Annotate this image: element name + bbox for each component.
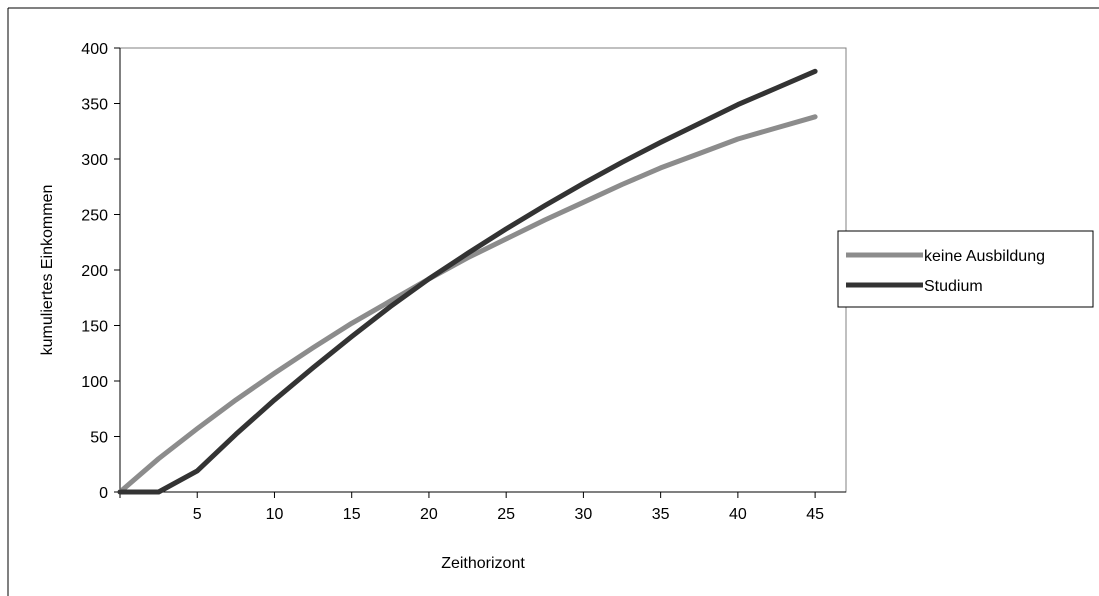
y-tick-label: 150 (81, 319, 108, 336)
x-tick-label: 5 (193, 506, 202, 523)
y-tick-label: 100 (81, 374, 108, 391)
x-axis-title: Zeithorizont (441, 555, 525, 572)
y-tick-label: 250 (81, 208, 108, 225)
x-axis: 5 10 15 20 25 30 35 40 45 (119, 491, 846, 523)
plot-area (119, 47, 847, 493)
x-tick-label: 40 (729, 506, 747, 523)
legend: keine Ausbildung Studium (837, 230, 1094, 308)
legend-label-studium: Studium (924, 278, 983, 295)
y-axis: 0 50 100 150 200 250 300 350 400 (81, 41, 121, 502)
series-line-studium (117, 68, 818, 495)
y-tick-label: 50 (90, 430, 108, 447)
y-tick-label: 350 (81, 97, 108, 114)
y-tick-label: 200 (81, 263, 108, 280)
legend-label-keine-ausbildung: keine Ausbildung (924, 248, 1045, 265)
x-tick-label: 10 (266, 506, 284, 523)
x-tick-label: 15 (343, 506, 361, 523)
legend-box (837, 230, 1094, 308)
series-line-keine-ausbildung (117, 114, 818, 495)
y-axis-title: kumuliertes Einkommen (39, 185, 56, 356)
x-tick-label: 25 (497, 506, 515, 523)
y-tick-label: 300 (81, 152, 108, 169)
y-tick-label: 400 (81, 41, 108, 58)
x-tick-label: 45 (806, 506, 824, 523)
x-tick-label: 20 (420, 506, 438, 523)
y-tick-label: 0 (99, 485, 108, 502)
series-layer (117, 68, 818, 495)
x-tick-label: 35 (652, 506, 670, 523)
x-tick-label: 30 (575, 506, 593, 523)
